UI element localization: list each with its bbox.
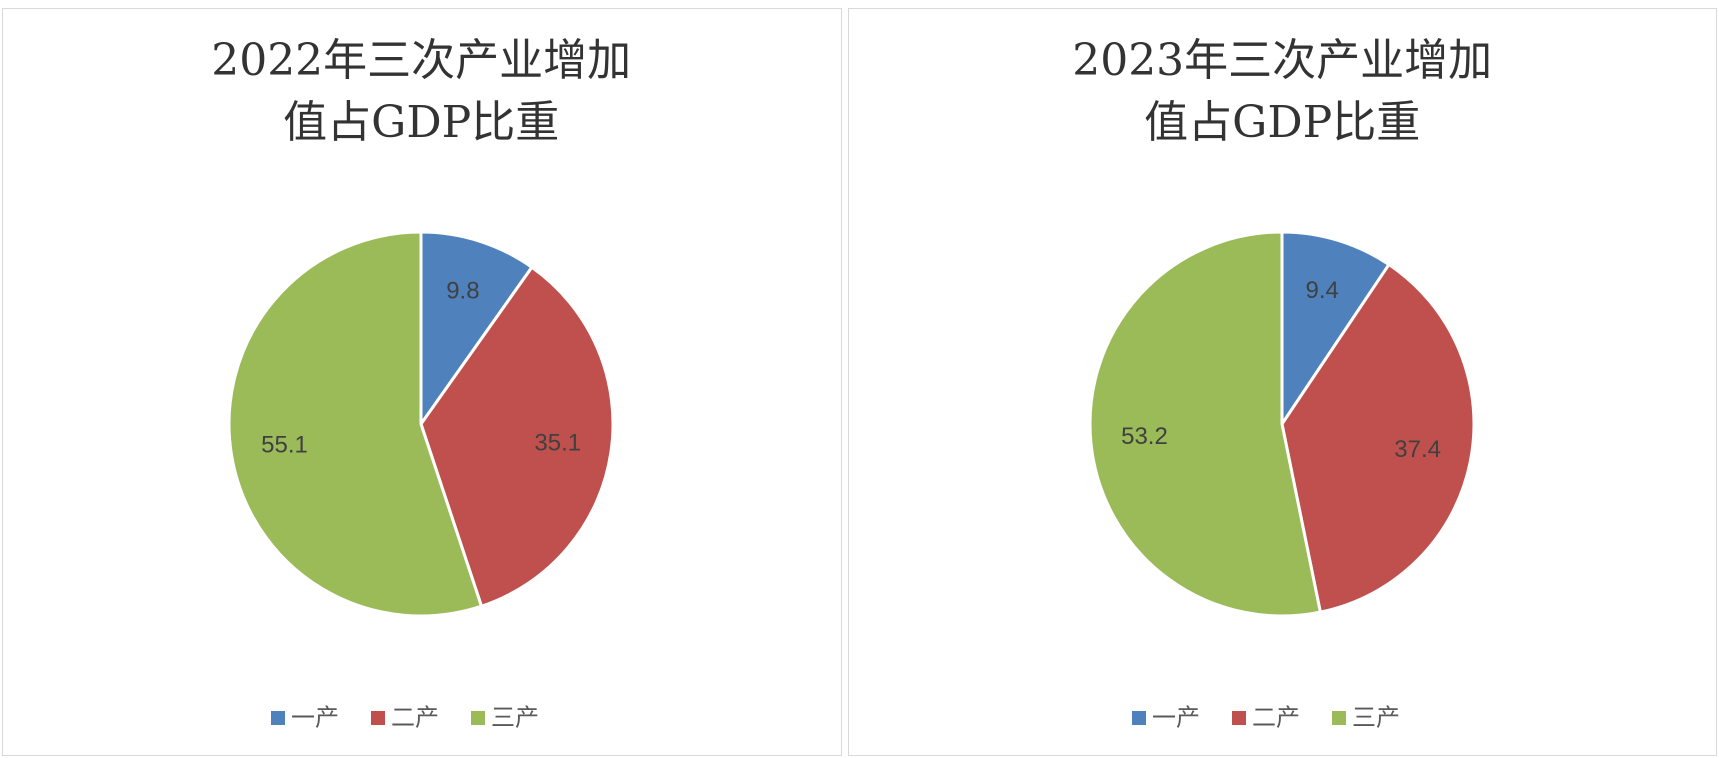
legend-swatch [271, 711, 285, 725]
data-label: 35.1 [534, 430, 581, 457]
legend-label: 一产 [291, 704, 339, 731]
pie-slice [227, 230, 484, 618]
pie-slice [1280, 230, 1392, 429]
legend-swatch [1132, 711, 1146, 725]
chart-title: 2022年三次产业增加值占GDP比重 [211, 35, 632, 148]
legend-swatch [1332, 711, 1346, 725]
legend-label: 二产 [391, 704, 439, 731]
legend-swatch [1232, 711, 1246, 725]
pie-slice [419, 265, 615, 609]
pie-slice [1088, 230, 1323, 618]
data-label: 37.4 [1394, 436, 1441, 463]
pie-slice [419, 230, 534, 429]
legend-label: 一产 [1152, 704, 1200, 731]
legend-label: 二产 [1252, 704, 1300, 731]
data-label: 9.8 [446, 278, 479, 305]
data-label: 55.1 [261, 431, 308, 458]
legend-label: 三产 [491, 704, 539, 731]
pie-slice [1280, 262, 1476, 614]
data-label: 9.4 [1306, 277, 1339, 304]
legend-swatch [371, 711, 385, 725]
legend-label: 三产 [1352, 704, 1400, 731]
data-label: 53.2 [1121, 423, 1168, 450]
legend-swatch [471, 711, 485, 725]
chart-title: 2023年三次产业增加值占GDP比重 [1072, 35, 1493, 148]
